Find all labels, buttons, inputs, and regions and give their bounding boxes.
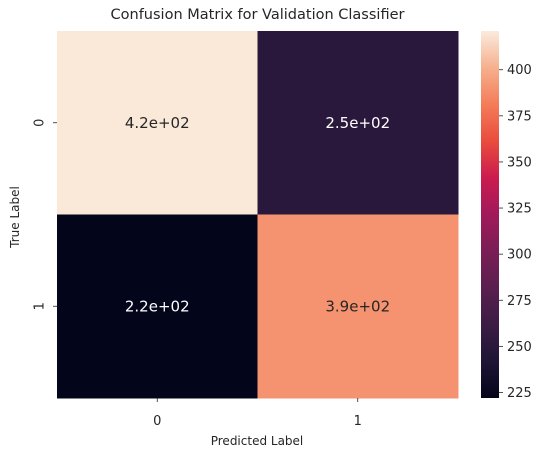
x-tick-label-1: 1 <box>354 414 362 429</box>
colorbar-tick-label-5: 350 <box>507 155 532 170</box>
colorbar-tick-label-7: 400 <box>507 63 532 78</box>
colorbar <box>481 31 499 398</box>
colorbar-tick-label-3: 300 <box>507 248 532 263</box>
heatmap-cell-0-0 <box>57 31 258 215</box>
colorbar-tick-label-0: 225 <box>507 386 532 401</box>
colorbar-tick-label-2: 275 <box>507 294 532 309</box>
cell-annotation-1-0: 2.2e+02 <box>125 297 190 315</box>
colorbar-tick-label-1: 250 <box>507 340 532 355</box>
x-axis-label: Predicted Label <box>211 434 304 448</box>
cell-annotations: 4.2e+02 2.5e+02 2.2e+02 3.9e+02 <box>125 114 390 316</box>
cell-annotation-0-1: 2.5e+02 <box>325 114 390 132</box>
heatmap-cells <box>57 31 459 399</box>
cell-annotation-0-0: 4.2e+02 <box>125 114 190 132</box>
colorbar-tick-label-6: 375 <box>507 109 532 124</box>
chart-title: Confusion Matrix for Validation Classifi… <box>110 7 405 23</box>
colorbar-tick-label-4: 325 <box>507 202 532 217</box>
y-tick-label-1: 1 <box>33 302 48 310</box>
y-axis-label: True Label <box>8 186 22 249</box>
heatmap-cell-1-1 <box>257 214 459 399</box>
heatmap-cell-0-1 <box>257 31 459 215</box>
x-tick-label-0: 0 <box>153 414 161 429</box>
y-axis-ticks: 01 <box>33 119 57 310</box>
cell-annotation-1-1: 3.9e+02 <box>325 297 390 315</box>
heatmap-cell-1-0 <box>57 214 258 399</box>
y-tick-label-0: 0 <box>33 119 48 127</box>
colorbar-ticks: 225 250 275 300 325 350 375 400 <box>499 63 532 401</box>
